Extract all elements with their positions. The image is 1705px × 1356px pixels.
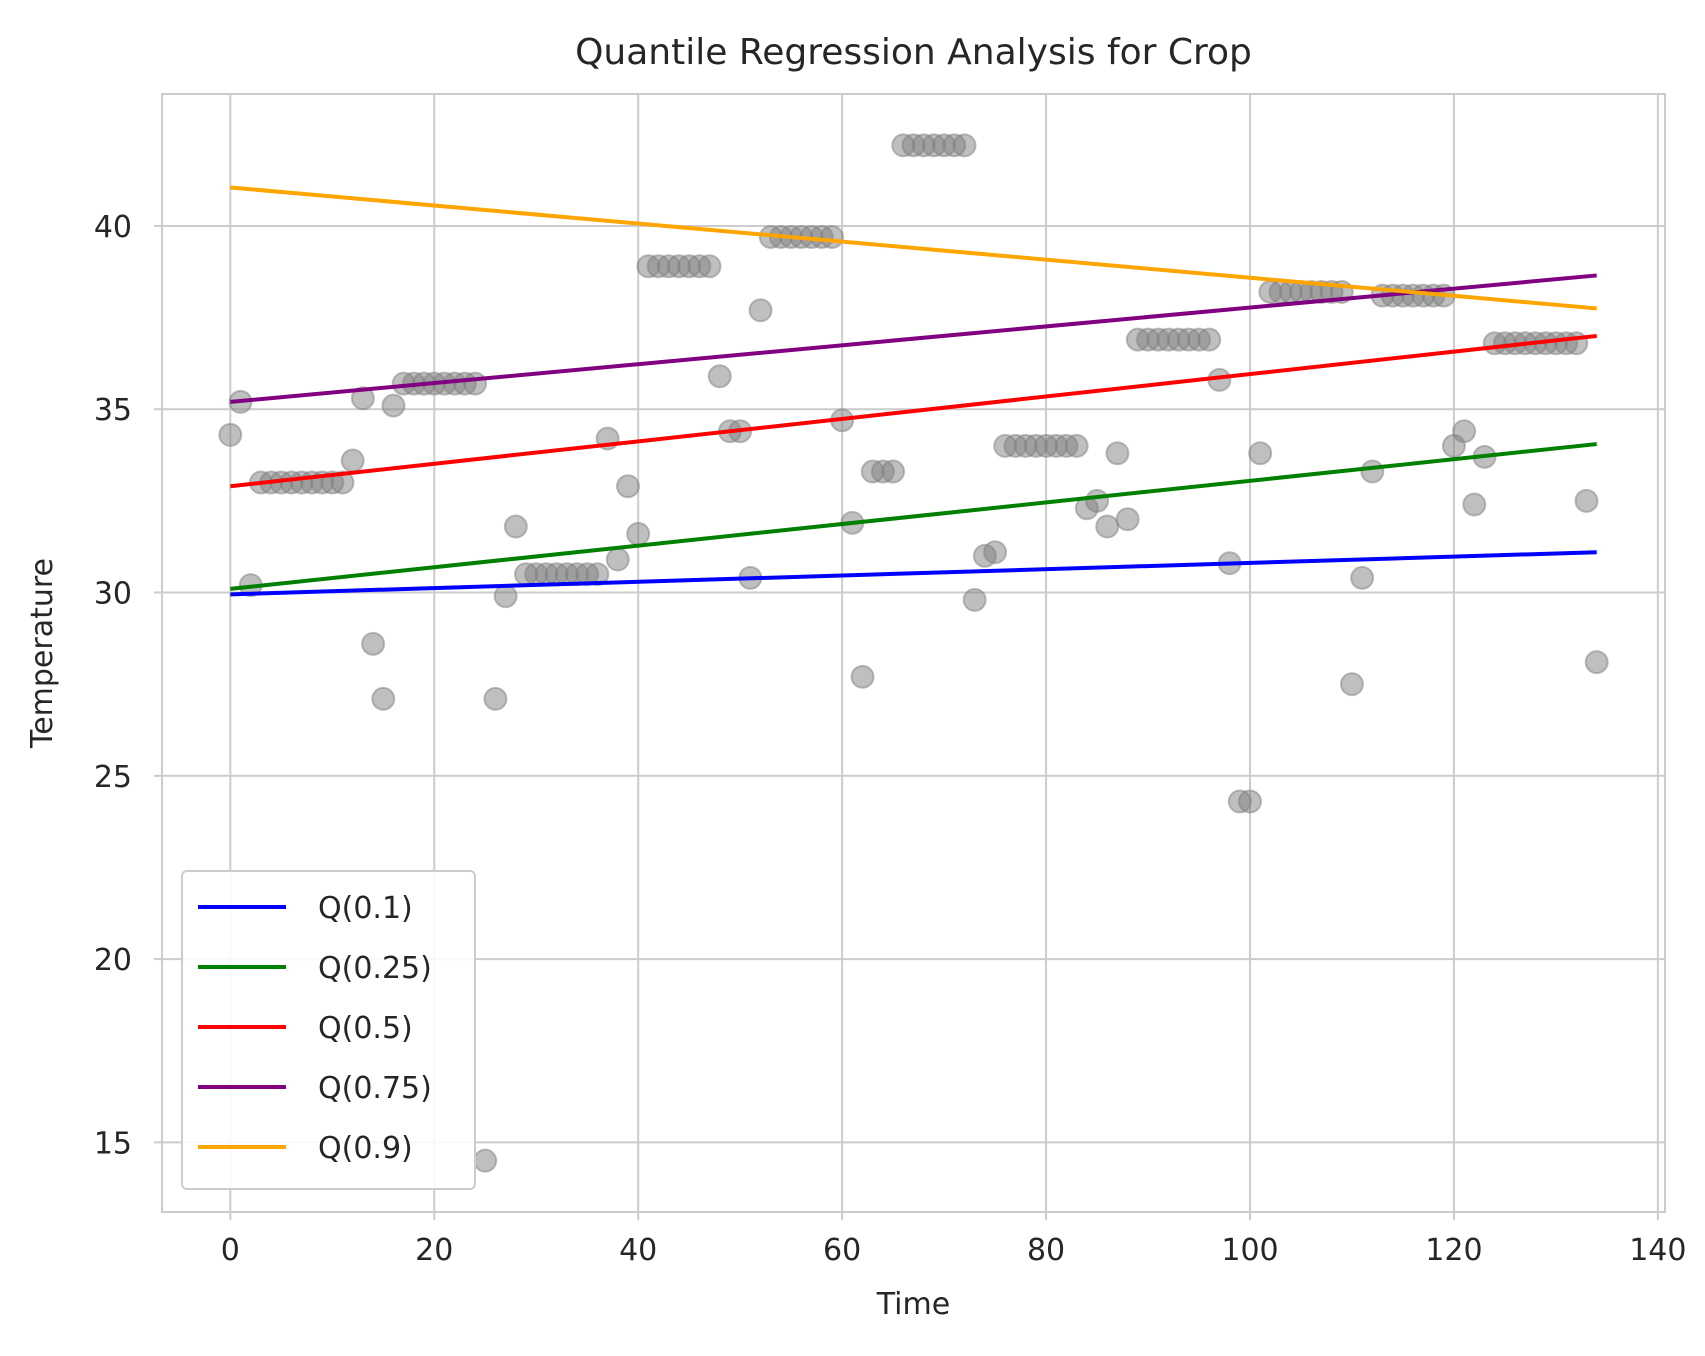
- scatter-point: [1085, 488, 1110, 513]
- scatter-point: [493, 584, 518, 609]
- scatter-point: [1350, 565, 1375, 590]
- y-tick-label: 15: [94, 1126, 132, 1161]
- y-axis-label: Temperature: [25, 558, 60, 749]
- scatter-point: [626, 521, 651, 546]
- scatter-point: [1584, 650, 1609, 675]
- y-tick-label: 30: [94, 577, 132, 612]
- scatter-point: [463, 371, 488, 396]
- x-axis-label: Time: [876, 1287, 950, 1322]
- scatter-point: [585, 562, 610, 587]
- scatter-point: [605, 547, 630, 572]
- scatter-point: [1115, 507, 1140, 532]
- legend-label: Q(0.1): [318, 891, 413, 926]
- scatter-point: [218, 422, 243, 447]
- grid: [154, 94, 1665, 1220]
- x-tick-label: 140: [1629, 1233, 1686, 1268]
- scatter-point: [1237, 789, 1262, 814]
- legend-label: Q(0.25): [318, 951, 432, 986]
- scatter-point: [1452, 419, 1477, 444]
- scatter-point: [330, 470, 355, 495]
- regression-line: [230, 333, 1597, 489]
- scatter-point: [1197, 327, 1222, 352]
- scatter-point: [1462, 492, 1487, 517]
- scatter-point: [1339, 672, 1364, 697]
- scatter-point: [503, 514, 528, 539]
- scatter-point: [983, 540, 1008, 565]
- scatter-point: [850, 664, 875, 689]
- y-tick-label: 20: [94, 943, 132, 978]
- x-tick-label: 100: [1221, 1233, 1278, 1268]
- scatter-point: [615, 474, 640, 499]
- x-tick-label: 0: [221, 1233, 240, 1268]
- chart-title: Quantile Regression Analysis for Crop: [575, 32, 1252, 73]
- y-tick-label: 40: [94, 210, 132, 245]
- x-tick-label: 120: [1425, 1233, 1482, 1268]
- scatter-point: [819, 224, 844, 249]
- scatter-point: [697, 254, 722, 279]
- scatter-point: [1360, 459, 1385, 484]
- scatter-point: [1105, 441, 1130, 466]
- x-tick-label: 60: [823, 1233, 861, 1268]
- regression-line: [230, 550, 1597, 597]
- scatter-point: [340, 448, 365, 473]
- scatter-point: [350, 386, 375, 411]
- scatter-point: [473, 1148, 498, 1173]
- plot-frame: [161, 93, 1666, 1213]
- scatter-point: [1095, 514, 1120, 539]
- scatter-point: [1574, 488, 1599, 513]
- scatter-point: [952, 133, 977, 158]
- scatter-point: [1064, 433, 1089, 458]
- legend: Q(0.1) Q(0.25) Q(0.5) Q(0.75) Q(0.9): [181, 870, 476, 1190]
- regression-line: [230, 185, 1597, 311]
- x-tick-label: 20: [415, 1233, 453, 1268]
- scatter-point: [1248, 441, 1273, 466]
- scatter-point: [707, 364, 732, 389]
- scatter-point: [371, 686, 396, 711]
- scatter-point: [381, 393, 406, 418]
- quantile-lines: [230, 185, 1597, 597]
- scatter-point: [962, 587, 987, 612]
- legend-box: [181, 870, 476, 1190]
- x-tick-label: 80: [1027, 1233, 1065, 1268]
- scatter-point: [748, 298, 773, 323]
- x-tick-label: 40: [619, 1233, 657, 1268]
- y-tick-label: 35: [94, 393, 132, 428]
- scatter-point: [483, 686, 508, 711]
- scatter-point: [881, 459, 906, 484]
- tick-labels: 0 20 40 60 80 100 120 140 15 20 25 30 35 40: [94, 210, 1687, 1268]
- scatter-point: [361, 631, 386, 656]
- legend-label: Q(0.9): [318, 1131, 413, 1166]
- legend-label: Q(0.75): [318, 1071, 432, 1106]
- y-tick-label: 25: [94, 760, 132, 795]
- legend-label: Q(0.5): [318, 1011, 413, 1046]
- regression-line: [230, 273, 1597, 404]
- regression-line: [230, 442, 1597, 591]
